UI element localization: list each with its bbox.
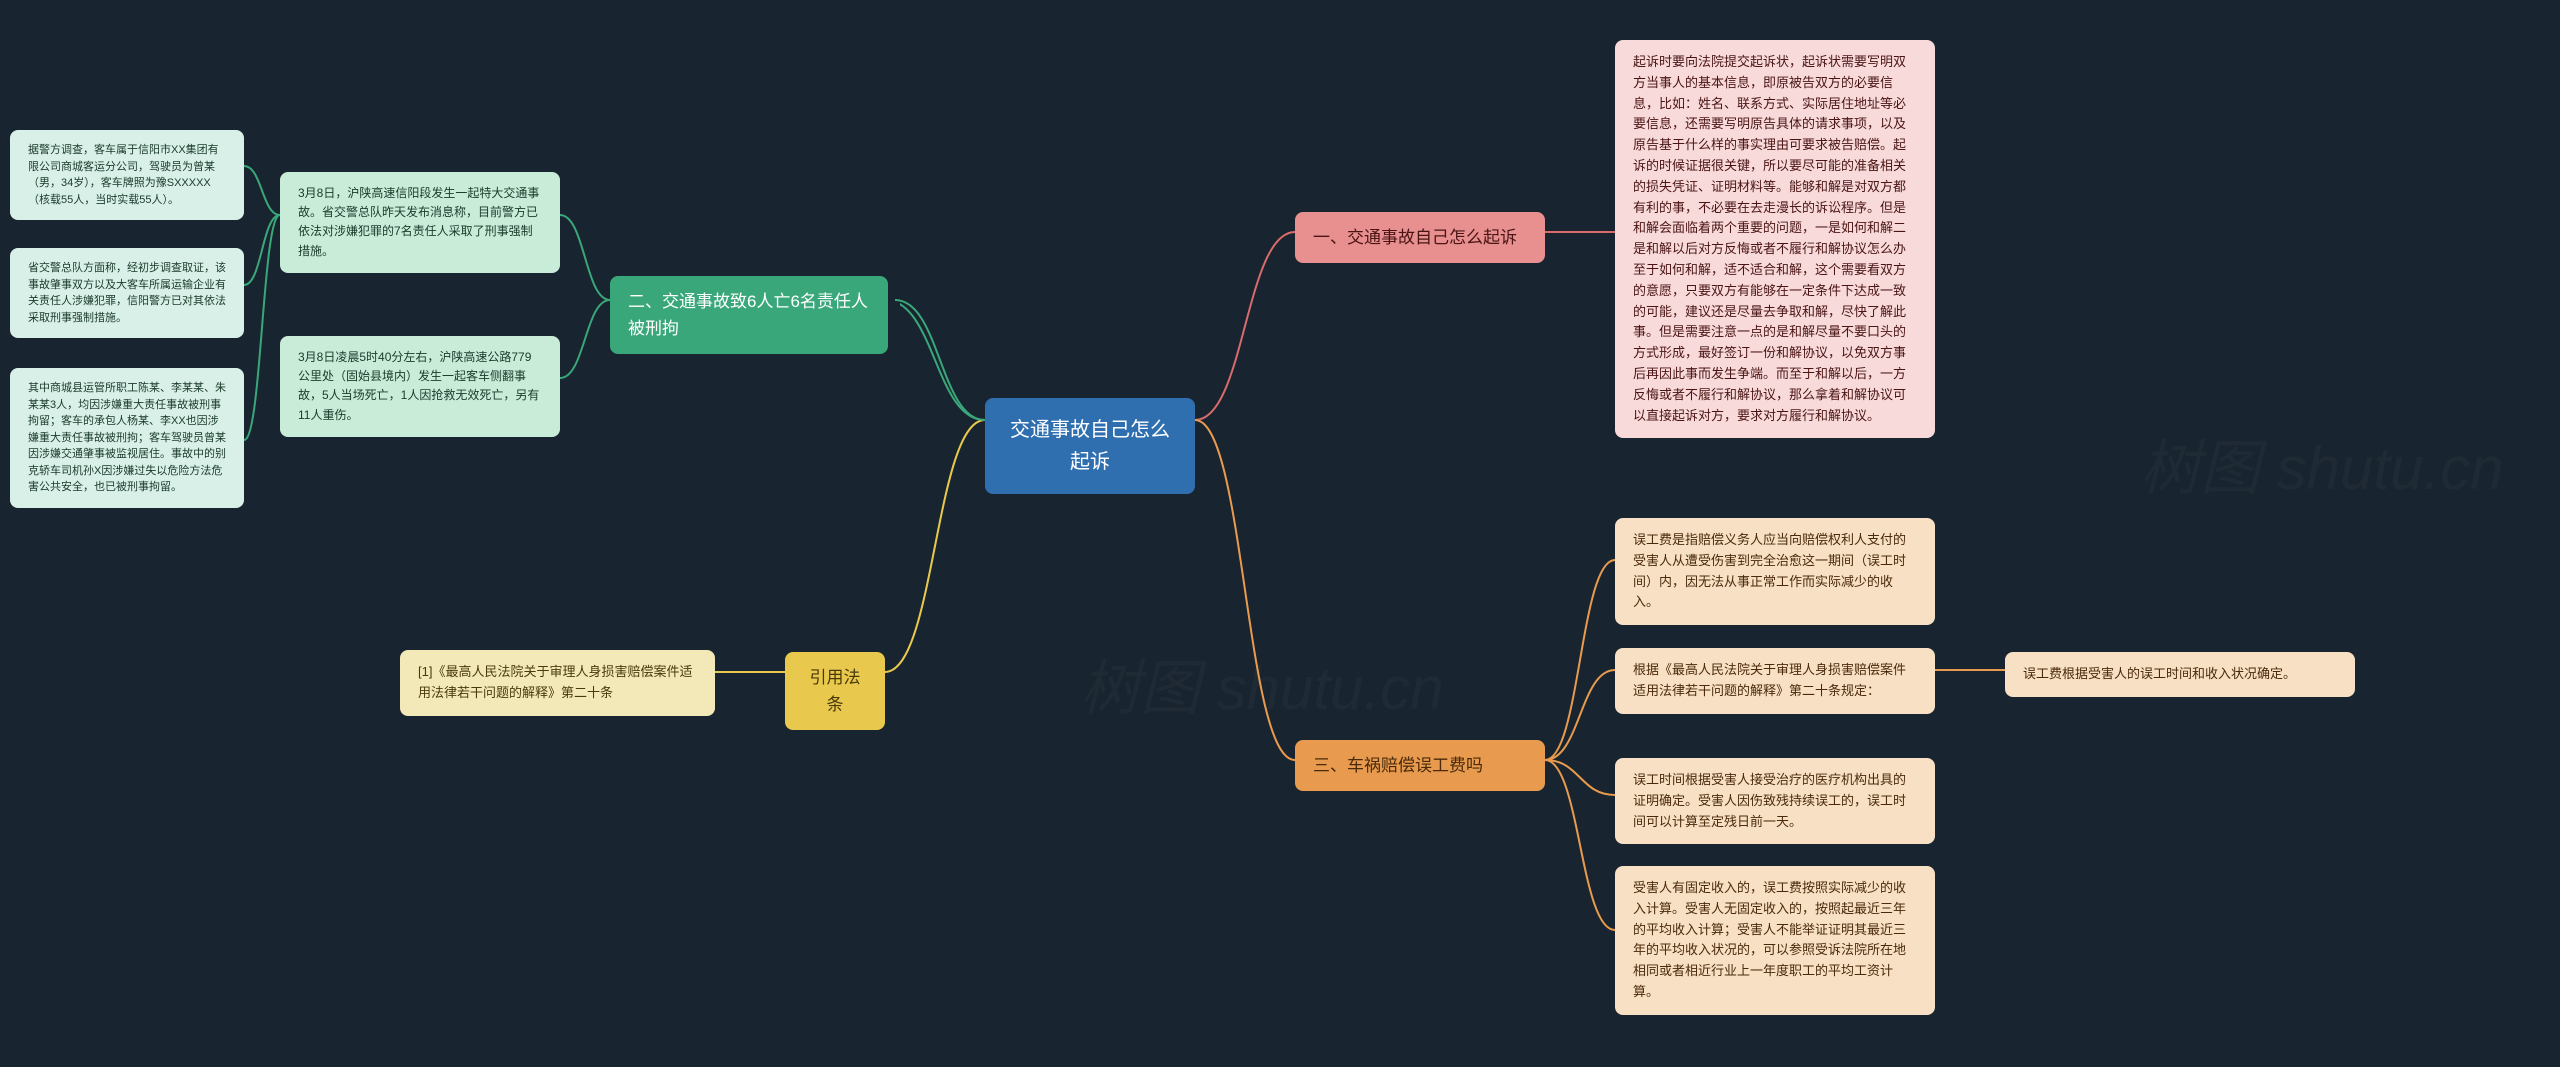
root: 交通事故自己怎么起诉 [985,398,1195,494]
leaf-3-1-text: 误工费是指赔偿义务人应当向赔偿权利人支付的受害人从遭受伤害到完全治愈这一期间（误… [1633,532,1906,609]
branch-3-label: 三、车祸赔偿误工费吗 [1313,756,1483,775]
branch-1-label: 一、交通事故自己怎么起诉 [1313,228,1517,247]
node-branch-law: 引用法条 [785,652,885,730]
node-branch-3: 三、车祸赔偿误工费吗 [1295,740,1545,791]
node-leaf-3-4: 受害人有固定收入的，误工费按照实际减少的收入计算。受害人无固定收入的，按照起最近… [1615,866,1935,1015]
leaf-3-2-sub-text: 误工费根据受害人的误工时间和收入状况确定。 [2023,666,2296,681]
b2-mid-1-final: 3月8日，沪陕高速信阳段发生一起特大交通事故。省交警总队昨天发布消息称，目前警方… [280,172,560,273]
root-text: 交通事故自己怎么起诉 [1010,419,1170,473]
leaf-3-3-text: 误工时间根据受害人接受治疗的医疗机构出具的证明确定。受害人因伤致残持续误工的，误… [1633,772,1906,829]
branch-2-label-final: 二、交通事故致6人亡6名责任人被刑拘 [628,292,868,338]
b2m2f-text: 3月8日凌晨5时40分左右，沪陕高速公路779公里处（固始县境内）发生一起客车侧… [298,350,539,422]
leaf-1-text: 起诉时要向法院提交起诉状，起诉状需要写明双方当事人的基本信息，即原被告双方的必要… [1633,54,1906,423]
b2m1f-text: 3月8日，沪陕高速信阳段发生一起特大交通事故。省交警总队昨天发布消息称，目前警方… [298,186,539,258]
branch-2-final: 二、交通事故致6人亡6名责任人被刑拘 [610,276,888,354]
branch-law-label: 引用法条 [810,668,861,714]
node-leaf-3-1: 误工费是指赔偿义务人应当向赔偿权利人支付的受害人从遭受伤害到完全治愈这一期间（误… [1615,518,1935,625]
b2-sub-1: 据警方调查，客车属于信阳市XX集团有限公司商城客运分公司，驾驶员为曾某（男，34… [10,130,244,220]
node-leaf-1: 起诉时要向法院提交起诉状，起诉状需要写明双方当事人的基本信息，即原被告双方的必要… [1615,40,1935,438]
b2s3-text: 其中商城县运管所职工陈某、李某某、朱某某3人，均因涉嫌重大责任事故被刑事拘留；客… [28,382,226,493]
node-leaf-3-2-sub: 误工费根据受害人的误工时间和收入状况确定。 [2005,652,2355,697]
leaf-law-text: [1]《最高人民法院关于审理人身损害赔偿案件适用法律若干问题的解释》第二十条 [418,664,692,700]
b2-sub-2: 省交警总队方面称，经初步调查取证，该事故肇事双方以及大客车所属运输企业有关责任人… [10,248,244,338]
b2s2-text: 省交警总队方面称，经初步调查取证，该事故肇事双方以及大客车所属运输企业有关责任人… [28,262,226,324]
node-leaf-law: [1]《最高人民法院关于审理人身损害赔偿案件适用法律若干问题的解释》第二十条 [400,650,715,716]
b2-sub-3: 其中商城县运管所职工陈某、李某某、朱某某3人，均因涉嫌重大责任事故被刑事拘留；客… [10,368,244,508]
leaf-3-2-text: 根据《最高人民法院关于审理人身损害赔偿案件适用法律若干问题的解释》第二十条规定： [1633,662,1906,698]
b2-mid-2-final: 3月8日凌晨5时40分左右，沪陕高速公路779公里处（固始县境内）发生一起客车侧… [280,336,560,437]
b2s1-text: 据警方调查，客车属于信阳市XX集团有限公司商城客运分公司，驾驶员为曾某（男，34… [28,144,219,206]
leaf-3-4-text: 受害人有固定收入的，误工费按照实际减少的收入计算。受害人无固定收入的，按照起最近… [1633,880,1906,999]
node-leaf-3-3: 误工时间根据受害人接受治疗的医疗机构出具的证明确定。受害人因伤致残持续误工的，误… [1615,758,1935,844]
node-branch-1: 一、交通事故自己怎么起诉 [1295,212,1545,263]
node-leaf-3-2: 根据《最高人民法院关于审理人身损害赔偿案件适用法律若干问题的解释》第二十条规定： [1615,648,1935,714]
